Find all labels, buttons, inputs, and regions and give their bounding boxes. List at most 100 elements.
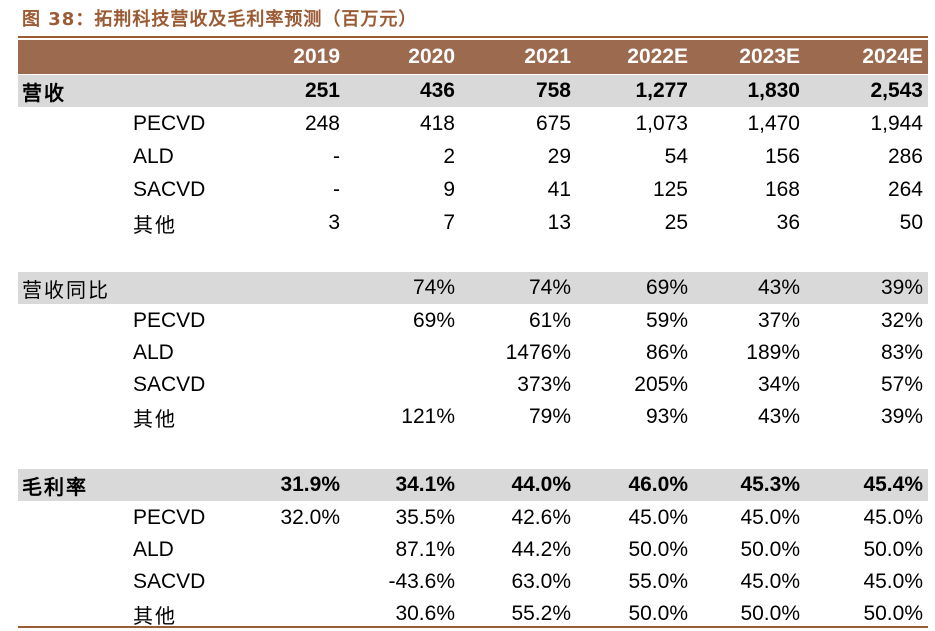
- cell: 373%: [517, 373, 571, 396]
- cell: 50.0%: [863, 538, 923, 561]
- table-row: SACVD -43.6% 63.0% 55.0% 45.0% 45.0%: [18, 566, 928, 598]
- table-row: PECVD 32.0% 35.5% 42.6% 45.0% 45.0% 45.0…: [18, 502, 928, 534]
- cell: -: [333, 178, 340, 201]
- cell: 9: [443, 178, 455, 201]
- cell: 69%: [645, 276, 688, 299]
- row-label: PECVD: [133, 309, 206, 332]
- cell: 2: [443, 145, 455, 168]
- cell: 50.0%: [863, 602, 923, 625]
- cell: 251: [304, 79, 340, 102]
- cell: 57%: [880, 373, 923, 396]
- cell: 205%: [634, 373, 688, 396]
- cell: 55.2%: [511, 602, 571, 625]
- cell: 42.6%: [511, 506, 571, 529]
- cell: 74%: [412, 276, 455, 299]
- table-row: ALD 87.1% 44.2% 50.0% 50.0% 50.0%: [18, 534, 928, 566]
- row-label: ALD: [133, 341, 174, 364]
- cell: 32%: [880, 309, 923, 332]
- cell: 45.0%: [740, 506, 800, 529]
- table-row: ALD 1476% 86% 189% 83%: [18, 337, 928, 369]
- cell: 675: [535, 112, 571, 135]
- table-row: SACVD 373% 205% 34% 57%: [18, 369, 928, 401]
- cell: 55.0%: [628, 570, 688, 593]
- cell: 1,073: [635, 112, 688, 135]
- cell: 1,830: [747, 79, 800, 102]
- cell: 436: [419, 79, 455, 102]
- cell: 758: [535, 79, 571, 102]
- cell: 50.0%: [628, 602, 688, 625]
- row-label: SACVD: [133, 373, 206, 396]
- table-row: 其他 3 7 13 25 36 50: [18, 207, 928, 239]
- row-label: SACVD: [133, 570, 206, 593]
- cell: 59%: [645, 309, 688, 332]
- cell: 29: [547, 145, 571, 168]
- cell: 156: [764, 145, 800, 168]
- row-label: 毛利率: [22, 474, 88, 499]
- cell: 25: [664, 211, 688, 234]
- year-2023e: 2023E: [739, 45, 800, 68]
- cell: 43%: [757, 276, 800, 299]
- cell: 63.0%: [511, 570, 571, 593]
- year-2021: 2021: [524, 45, 571, 68]
- cell: 1476%: [505, 341, 571, 364]
- year-2024e: 2024E: [862, 45, 923, 68]
- cell: 87.1%: [395, 538, 455, 561]
- table-row: ALD - 2 29 54 156 286: [18, 141, 928, 173]
- cell: 45.0%: [863, 506, 923, 529]
- cell: -43.6%: [388, 570, 455, 593]
- cell: 41: [547, 178, 571, 201]
- cell: 125: [652, 178, 688, 201]
- table-header: 2019 2020 2021 2022E 2023E 2024E: [18, 40, 928, 74]
- cell: 69%: [412, 309, 455, 332]
- growth-total-row: 营收同比 74% 74% 69% 43% 39%: [18, 272, 928, 304]
- cell: 37%: [757, 309, 800, 332]
- cell: 79%: [528, 405, 571, 428]
- table-row: 其他 30.6% 55.2% 50.0% 50.0% 50.0%: [18, 598, 928, 630]
- cell: 264: [887, 178, 923, 201]
- row-label: 营收同比: [22, 277, 110, 302]
- cell: 286: [887, 145, 923, 168]
- cell: 36: [776, 211, 800, 234]
- cell: 86%: [645, 341, 688, 364]
- cell: 45.0%: [863, 570, 923, 593]
- cell: 1,277: [635, 79, 688, 102]
- cell: 45.0%: [740, 570, 800, 593]
- revenue-total-row: 营收 251 436 758 1,277 1,830 2,543: [18, 75, 928, 107]
- row-label: 其他: [133, 406, 177, 431]
- year-2022e: 2022E: [627, 45, 688, 68]
- table-row: PECVD 248 418 675 1,073 1,470 1,944: [18, 108, 928, 140]
- row-label: PECVD: [133, 506, 206, 529]
- row-label: ALD: [133, 538, 174, 561]
- cell: 34%: [757, 373, 800, 396]
- cell: 248: [304, 112, 340, 135]
- cell: 39%: [880, 276, 923, 299]
- cell: 32.0%: [280, 506, 340, 529]
- cell: 45.0%: [628, 506, 688, 529]
- cell: 50: [899, 211, 923, 234]
- cell: 189%: [746, 341, 800, 364]
- cell: 54: [664, 145, 688, 168]
- cell: 7: [443, 211, 455, 234]
- cell: 44.0%: [511, 473, 571, 496]
- cell: 45.3%: [740, 473, 800, 496]
- cell: -: [333, 145, 340, 168]
- cell: 74%: [528, 276, 571, 299]
- title-rule: [18, 36, 928, 38]
- year-2020: 2020: [408, 45, 455, 68]
- cell: 83%: [880, 341, 923, 364]
- margin-total-row: 毛利率 31.9% 34.1% 44.0% 46.0% 45.3% 45.4%: [18, 469, 928, 501]
- cell: 168: [764, 178, 800, 201]
- cell: 50.0%: [740, 602, 800, 625]
- cell: 418: [419, 112, 455, 135]
- cell: 13: [547, 211, 571, 234]
- cell: 1,944: [870, 112, 923, 135]
- cell: 2,543: [870, 79, 923, 102]
- cell: 3: [328, 211, 340, 234]
- table-row: SACVD - 9 41 125 168 264: [18, 174, 928, 206]
- row-label: PECVD: [133, 112, 206, 135]
- cell: 31.9%: [280, 473, 340, 496]
- figure-title: 图 38：拓荆科技营收及毛利率预测（百万元）: [22, 9, 418, 30]
- row-label: 其他: [133, 603, 177, 628]
- year-2019: 2019: [293, 45, 340, 68]
- cell: 1,470: [747, 112, 800, 135]
